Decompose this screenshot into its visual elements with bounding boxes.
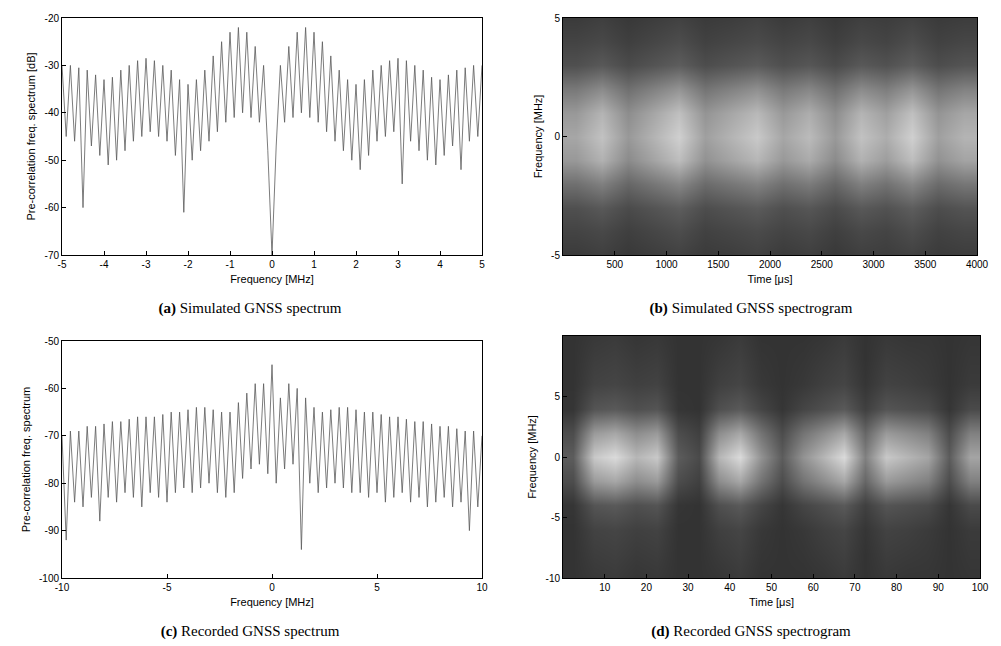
svg-text:Frequency [MHz]: Frequency [MHz] [230, 596, 314, 608]
html-text:(d) Recorded GNSS spectrogram: (d) Recorded GNSS spectrogram [651, 623, 851, 639]
svg-text:Pre-correlation freq. spectrum: Pre-correlation freq. spectrum [20, 387, 32, 533]
svg-text:Pre-correlation freq. spectrum: Pre-correlation freq. spectrum [dB] [25, 52, 37, 220]
svg-text:1000: 1000 [655, 259, 678, 270]
svg-text:0: 0 [269, 582, 275, 593]
svg-text:5: 5 [554, 391, 560, 402]
svg-text:2: 2 [353, 259, 359, 270]
svg-text:5: 5 [374, 582, 380, 593]
svg-text:-2: -2 [184, 259, 193, 270]
svg-text:3: 3 [395, 259, 401, 270]
svg-text:-3: -3 [142, 259, 151, 270]
svg-text:-4: -4 [100, 259, 109, 270]
svg-text:20: 20 [641, 582, 653, 593]
svg-text:5: 5 [554, 13, 560, 24]
svg-text:4: 4 [437, 259, 443, 270]
svg-text:90: 90 [933, 582, 945, 593]
svg-text:-5: -5 [58, 259, 67, 270]
svg-text:3000: 3000 [862, 259, 885, 270]
svg-text:-10: -10 [546, 573, 561, 584]
svg-text:-50: -50 [45, 336, 60, 347]
svg-text:-5: -5 [163, 582, 172, 593]
svg-text:70: 70 [849, 582, 861, 593]
svg-text:4000: 4000 [966, 259, 989, 270]
svg-text:0: 0 [269, 259, 275, 270]
svg-text:500: 500 [606, 259, 623, 270]
svg-text:1500: 1500 [707, 259, 730, 270]
svg-text:Frequency [MHz]: Frequency [MHz] [532, 95, 544, 179]
svg-text:Time [μs]: Time [μs] [747, 273, 792, 285]
svg-text:2000: 2000 [759, 259, 782, 270]
svg-text:50: 50 [766, 582, 778, 593]
html-text:(c) Recorded GNSS spectrum: (c) Recorded GNSS spectrum [160, 623, 340, 639]
svg-text:-1: -1 [226, 259, 235, 270]
svg-text:100: 100 [972, 582, 989, 593]
svg-text:40: 40 [724, 582, 736, 593]
svg-text:1: 1 [311, 259, 317, 270]
svg-text:-20: -20 [45, 13, 60, 24]
svg-text:30: 30 [683, 582, 695, 593]
svg-text:-80: -80 [45, 478, 60, 489]
svg-text:60: 60 [808, 582, 820, 593]
svg-text:-90: -90 [45, 525, 60, 536]
svg-text:-5: -5 [551, 250, 560, 261]
svg-text:80: 80 [891, 582, 903, 593]
svg-text:-5: -5 [551, 512, 560, 523]
svg-text:-30: -30 [45, 60, 60, 71]
svg-text:2500: 2500 [811, 259, 834, 270]
svg-text:3500: 3500 [914, 259, 937, 270]
svg-text:-10: -10 [55, 582, 70, 593]
svg-text:0: 0 [554, 452, 560, 463]
svg-text:-100: -100 [39, 573, 59, 584]
html-text:(a) Simulated GNSS spectrum: (a) Simulated GNSS spectrum [158, 300, 342, 316]
svg-text:10: 10 [476, 582, 488, 593]
svg-text:10: 10 [599, 582, 611, 593]
html-text:(b) Simulated GNSS spectrogram: (b) Simulated GNSS spectrogram [649, 300, 853, 316]
svg-text:5: 5 [479, 259, 485, 270]
svg-text:Frequency [MHz]: Frequency [MHz] [230, 273, 314, 285]
svg-text:-60: -60 [45, 202, 60, 213]
svg-text:Frequency [MHz]: Frequency [MHz] [526, 415, 538, 499]
svg-text:0: 0 [554, 131, 560, 142]
svg-text:-70: -70 [45, 250, 60, 261]
svg-text:-40: -40 [45, 107, 60, 118]
svg-text:-50: -50 [45, 155, 60, 166]
svg-text:Time [μs]: Time [μs] [749, 596, 794, 608]
svg-text:-60: -60 [45, 383, 60, 394]
svg-text:-70: -70 [45, 430, 60, 441]
